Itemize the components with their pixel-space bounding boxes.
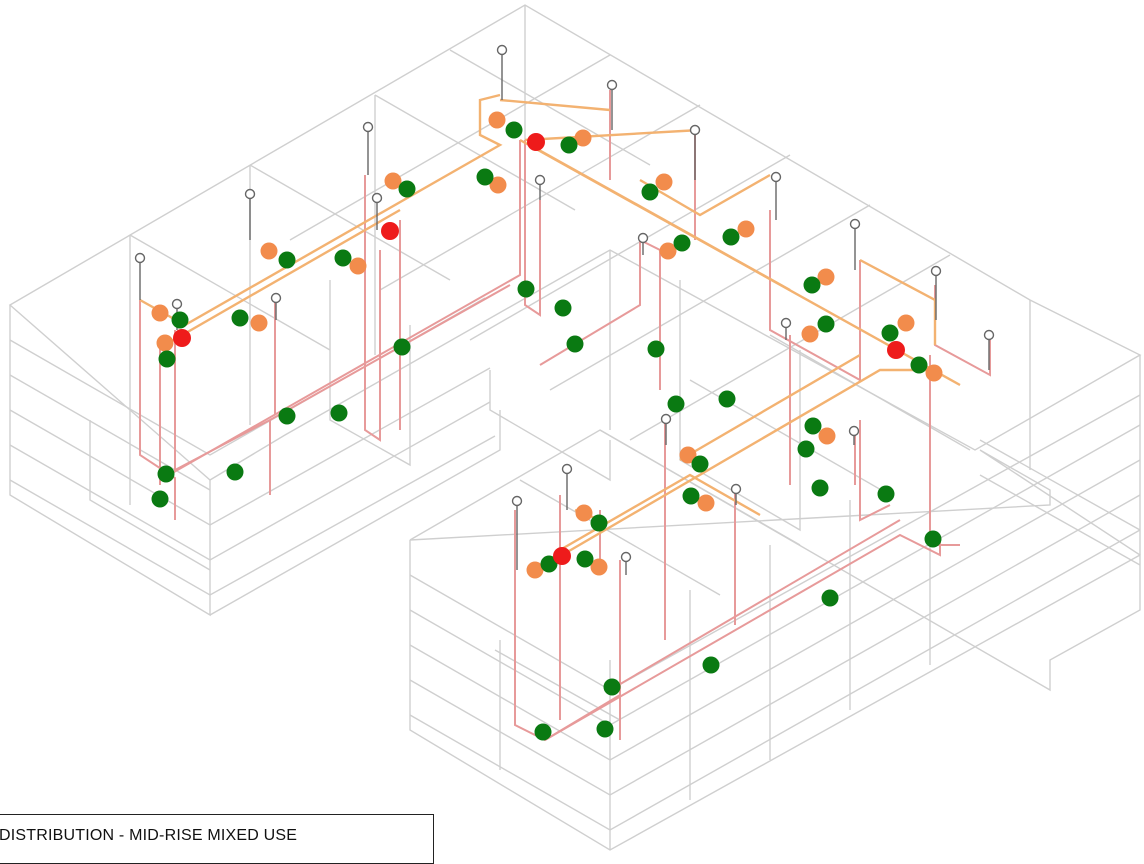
risers: [134, 44, 995, 575]
orange-markers: [151, 111, 943, 579]
title-block: DISTRIBUTION - MID-RISE MIXED USE: [0, 814, 434, 864]
title-block-text: DISTRIBUTION - MID-RISE MIXED USE: [0, 827, 298, 844]
red-distribution-piping: [139, 90, 991, 742]
building-wing-west: [8, 4, 1142, 617]
green-markers: [151, 121, 942, 741]
red-markers: [173, 133, 905, 565]
